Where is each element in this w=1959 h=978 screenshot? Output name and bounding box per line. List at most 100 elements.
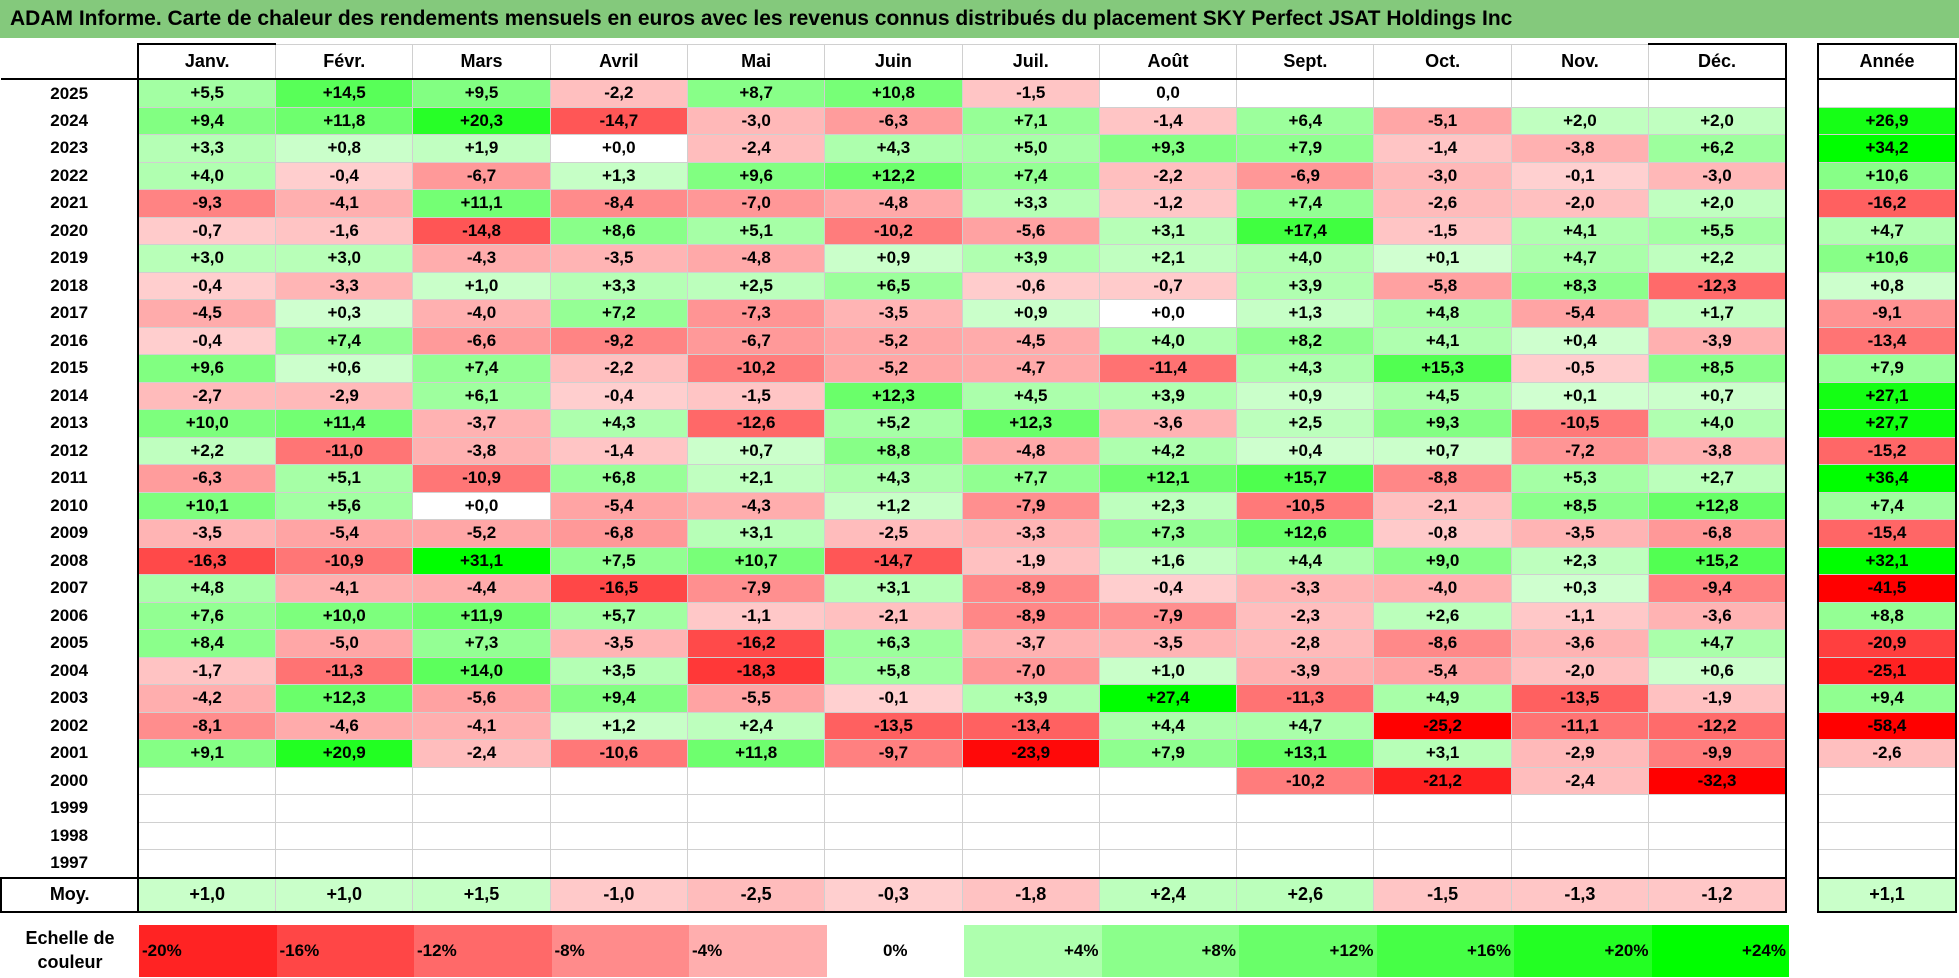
heatmap-cell: +0,6 bbox=[1648, 656, 1788, 685]
year-label: 2011 bbox=[1, 464, 139, 492]
month-header-nov: Nov. bbox=[1510, 43, 1650, 80]
heatmap-cell bbox=[1373, 849, 1512, 878]
annual-row: -15,4 bbox=[1817, 519, 1957, 548]
year-label: 2025 bbox=[1, 79, 139, 107]
heatmap-cell: +6,3 bbox=[824, 629, 963, 658]
heatmap-cell bbox=[1236, 849, 1375, 878]
annual-row: +26,9 bbox=[1817, 106, 1957, 135]
heatmap-cell: +12,3 bbox=[275, 684, 414, 713]
average-cell: -1,3 bbox=[1510, 876, 1650, 913]
year-label: 2014 bbox=[1, 382, 139, 410]
table-row: 2005 +8,4 -5,0 +7,3 -3,5 -16,2 +6,3 -3,7 -3,5 -2,… bbox=[1, 629, 1788, 658]
scale-swatch: +20% bbox=[1514, 925, 1652, 977]
annual-row bbox=[1817, 821, 1957, 850]
heatmap-cell: -5,2 bbox=[824, 354, 963, 383]
heatmap-cell: +12,2 bbox=[824, 161, 963, 190]
heatmap-cell: +11,8 bbox=[686, 739, 826, 768]
heatmap-cell: -2,4 bbox=[686, 134, 826, 163]
heatmap-cell: +8,8 bbox=[824, 436, 963, 465]
heatmap-cell: -3,8 bbox=[412, 436, 551, 465]
scale-swatch: +24% bbox=[1651, 925, 1789, 977]
scale-swatch: +12% bbox=[1239, 925, 1377, 977]
heatmap-cell: -16,2 bbox=[686, 629, 826, 658]
table-row: 2025 +5,5 +14,5 +9,5 -2,2 +8,7 +10,8 -1,5 0,0 bbox=[1, 78, 1788, 108]
year-label: 2005 bbox=[1, 629, 139, 657]
heatmap-cell: -0,5 bbox=[1510, 354, 1650, 383]
heatmap-cell: -9,7 bbox=[824, 739, 963, 768]
heatmap-cell: +12,8 bbox=[1648, 491, 1788, 520]
heatmap-cell: +0,3 bbox=[1510, 574, 1650, 603]
year-label: 2010 bbox=[1, 492, 139, 520]
heatmap-cell: -1,5 bbox=[686, 381, 826, 410]
heatmap-cell: +4,0 bbox=[1648, 409, 1788, 438]
heatmap-cell: -5,6 bbox=[961, 216, 1100, 245]
year-label: 2008 bbox=[1, 547, 139, 575]
heatmap-cell: -4,6 bbox=[275, 711, 414, 740]
table-row: 2022 +4,0 -0,4 -6,7 +1,3 +9,6 +12,2 +7,4 -2,2 -6,… bbox=[1, 161, 1788, 190]
heatmap-cell: +11,8 bbox=[275, 106, 414, 135]
heatmap-cell: -12,2 bbox=[1648, 711, 1788, 740]
heatmap-cell: -10,5 bbox=[1510, 409, 1650, 438]
heatmap-cell: -4,0 bbox=[1373, 574, 1512, 603]
table-row: 1998 bbox=[1, 821, 1788, 850]
heatmap-cell: -3,8 bbox=[1510, 134, 1650, 163]
annual-table: Année +26,9 +34,2 +10,6 -16,2 +4,7 +10,6 +0,8-… bbox=[1817, 43, 1957, 913]
heatmap-cell: -18,3 bbox=[686, 656, 826, 685]
heatmap-cell: +7,3 bbox=[412, 629, 551, 658]
heatmap-cell: -1,5 bbox=[961, 78, 1100, 108]
heatmap-cell: -3,5 bbox=[1510, 519, 1650, 548]
heatmap-cell: +1,3 bbox=[549, 161, 688, 190]
heatmap-cell bbox=[1098, 766, 1238, 795]
heatmap-cell: +7,1 bbox=[961, 106, 1100, 135]
heatmap-cell: +11,9 bbox=[412, 601, 551, 630]
year-label: 2009 bbox=[1, 519, 139, 547]
annual-row bbox=[1817, 794, 1957, 823]
heatmap-cell bbox=[137, 849, 277, 878]
heatmap-cell: +1,0 bbox=[412, 271, 551, 300]
heatmap-cell: +3,1 bbox=[686, 519, 826, 548]
heatmap-cell: -13,5 bbox=[824, 711, 963, 740]
year-label: 2013 bbox=[1, 409, 139, 437]
heatmap-cell: +10,7 bbox=[686, 546, 826, 575]
heatmap-cell: +12,3 bbox=[824, 381, 963, 410]
heatmap-cell: -1,9 bbox=[1648, 684, 1788, 713]
annual-row: +0,8 bbox=[1817, 271, 1957, 300]
scale-swatch: -4% bbox=[689, 925, 827, 977]
heatmap-cell bbox=[137, 794, 277, 823]
heatmap-cell: +0,9 bbox=[1236, 381, 1375, 410]
annual-row: +7,4 bbox=[1817, 491, 1957, 520]
heatmap-cell: -2,9 bbox=[275, 381, 414, 410]
annual-row: -25,1 bbox=[1817, 656, 1957, 685]
heatmap-cell: +10,0 bbox=[137, 409, 277, 438]
table-row: 2001 +9,1 +20,9 -2,4 -10,6 +11,8 -9,7 -23,9 +7,9… bbox=[1, 739, 1788, 768]
heatmap-cell: -1,2 bbox=[1098, 189, 1238, 218]
heatmap-cell: -4,7 bbox=[961, 354, 1100, 383]
heatmap-cell: -4,1 bbox=[275, 189, 414, 218]
heatmap-cell: +3,1 bbox=[824, 574, 963, 603]
heatmap-cell: +4,3 bbox=[824, 464, 963, 493]
annual-row: +34,2 bbox=[1817, 134, 1957, 163]
annual-cell: -25,1 bbox=[1817, 656, 1957, 685]
heatmap-cell: -2,2 bbox=[549, 78, 688, 108]
heatmap-cell: +0,0 bbox=[1098, 299, 1238, 328]
annual-average-cell: +1,1 bbox=[1817, 876, 1957, 913]
heatmap-cell bbox=[1510, 821, 1650, 850]
heatmap-cell: +15,2 bbox=[1648, 546, 1788, 575]
heatmap-cell: +1,9 bbox=[412, 134, 551, 163]
heatmap-cell: +11,4 bbox=[275, 409, 414, 438]
annual-row: -41,5 bbox=[1817, 574, 1957, 603]
heatmap-cell: -7,3 bbox=[686, 299, 826, 328]
heatmap-cell: -6,7 bbox=[686, 326, 826, 355]
month-header-mai: Mai bbox=[686, 43, 826, 80]
annual-cell: +27,7 bbox=[1817, 409, 1957, 438]
annual-cell: +36,4 bbox=[1817, 464, 1957, 493]
heatmap-table: Janv. Févr. Mars Avril Mai Juin Juil. Août Sept.… bbox=[0, 43, 1788, 913]
heatmap-cell bbox=[1373, 794, 1512, 823]
heatmap-cell: +12,6 bbox=[1236, 519, 1375, 548]
heatmap-cell bbox=[275, 794, 414, 823]
heatmap-cell: +2,6 bbox=[1373, 601, 1512, 630]
heatmap-cell: -9,9 bbox=[1648, 739, 1788, 768]
heatmap-cell: -2,4 bbox=[1510, 766, 1650, 795]
heatmap-cell: +0,4 bbox=[1510, 326, 1650, 355]
heatmap-cell: +15,7 bbox=[1236, 464, 1375, 493]
